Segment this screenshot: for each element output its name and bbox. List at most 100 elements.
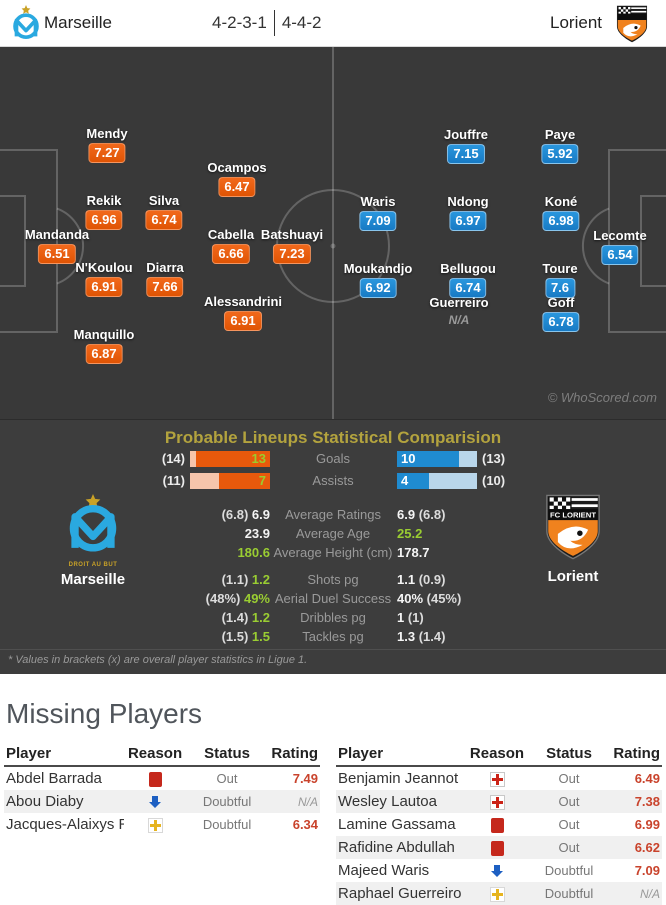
player-marker[interactable]: Jouffre 7.15	[444, 128, 488, 164]
stat-text-row: (1.5) 1.5 Tackles pg 1.3 (1.4)	[0, 629, 666, 648]
away-stat-value: 4	[401, 473, 409, 488]
player-marker[interactable]: Batshuayi 7.23	[261, 228, 323, 264]
player-marker[interactable]: Bellugou 6.74	[440, 262, 496, 298]
player-marker[interactable]: Moukandjo 6.92	[344, 262, 412, 298]
home-overall-value: (11)	[162, 473, 185, 488]
missing-players-title: Missing Players	[6, 698, 203, 729]
player-marker[interactable]: Ndong 6.97	[447, 195, 489, 231]
away-stat-value: 1	[397, 610, 405, 625]
away-stat-value: 1.1	[397, 572, 416, 587]
international-icon	[148, 793, 162, 810]
player-marker[interactable]: Goff 6.78	[542, 295, 580, 332]
player-marker[interactable]: Toure 7.6	[542, 261, 578, 298]
home-stat-value: 1.2	[251, 572, 270, 587]
player-rating-badge: 6.91	[224, 311, 262, 331]
stat-label: Dribbles pg	[300, 610, 366, 625]
player-name: Mandanda	[24, 227, 90, 242]
status-text: Doubtful	[202, 817, 252, 832]
missing-player-name[interactable]: Majeed Waris	[338, 862, 430, 879]
away-stat-bar-fill	[397, 473, 429, 489]
missing-player-name[interactable]: Rafidine Abdullah	[336, 836, 466, 859]
marseille-logo-icon	[9, 5, 43, 48]
marseille-crest: DROIT AU BUT Marseille	[45, 494, 141, 588]
player-name: Rekik	[86, 193, 122, 208]
missing-player-name[interactable]: Wesley Lautoa	[336, 790, 466, 813]
player-rating-badge: 6.54	[601, 245, 639, 265]
home-stat-text: (1.1) 1.2	[222, 572, 270, 588]
player-marker[interactable]: Silva 6.74	[145, 193, 183, 230]
match-header: Marseille 4-2-3-1 4-4-2 Lorient	[0, 0, 666, 47]
player-rating-badge: 7.27	[88, 143, 126, 163]
missing-player-name[interactable]: Raphael Guerreiro	[336, 882, 466, 905]
stat-text-row: 180.6 Average Height (cm) 178.7	[0, 545, 666, 564]
stat-text-row: (1.4) 1.2 Dribbles pg 1 (1)	[0, 610, 666, 629]
player-name: Goff	[547, 295, 575, 310]
missing-player-name[interactable]: Jacques-Alaixys Romao	[6, 816, 125, 833]
away-stat-value: 10	[401, 451, 416, 466]
away-stat-text: 6.9 (6.8)	[397, 507, 445, 523]
injury-icon	[489, 770, 505, 787]
lorient-label: Lorient	[547, 568, 599, 585]
missing-player-name[interactable]: Abdel Barrada	[6, 770, 102, 787]
away-stat-text: 1 (1)	[397, 610, 424, 626]
reason-cell	[124, 790, 187, 813]
home-stat-bar-fill	[218, 473, 270, 489]
player-marker[interactable]: Diarra 7.66	[146, 261, 184, 297]
missing-player-row: Rafidine Abdullah Out 6.62	[336, 836, 662, 859]
status-text: Out	[528, 836, 610, 859]
player-name: Guerreiro	[429, 295, 489, 310]
away-stat-text: 25.2	[397, 526, 422, 542]
missing-player-row: Abdel Barrada Out 7.49	[4, 766, 320, 790]
home-overall-value: (14)	[161, 451, 185, 466]
away-stat-value: 1.3	[397, 629, 416, 644]
player-name: Silva	[148, 193, 180, 208]
missing-player-row: Wesley Lautoa Out 7.38	[336, 790, 662, 813]
player-name: Toure	[542, 261, 578, 276]
pitch-markings	[0, 47, 666, 419]
status-text: Out	[528, 790, 610, 813]
player-rating-na: N/A	[448, 313, 470, 327]
player-marker[interactable]: N'Koulou 6.91	[75, 261, 133, 297]
away-team-name: Lorient	[550, 13, 602, 32]
player-marker[interactable]: Cabella 6.66	[208, 228, 254, 264]
missing-players-table-away: Player Reason Status Rating Benjamin Jeannot…	[336, 742, 662, 905]
player-marker[interactable]: Lecomte 6.54	[593, 229, 647, 265]
red-card-icon	[490, 839, 504, 856]
red-card-icon	[490, 816, 504, 833]
home-stat-value: 23.9	[244, 526, 270, 541]
missing-player-name[interactable]: Lamine Gassama	[338, 816, 456, 833]
player-name: Diarra	[146, 260, 184, 275]
missing-player-name[interactable]: Abou Diaby	[4, 790, 125, 813]
player-name: Jouffre	[443, 127, 489, 142]
knock-icon	[489, 885, 505, 902]
home-stat-value: 13	[251, 451, 266, 466]
home-stat-value: 6.9	[251, 507, 270, 522]
home-stat-text: 23.9	[245, 526, 270, 542]
player-marker[interactable]: Manquillo 6.87	[74, 328, 134, 364]
player-marker[interactable]: Guerreiro N/A	[429, 296, 488, 328]
missing-player-name[interactable]: Benjamin Jeannot	[338, 770, 459, 787]
player-marker[interactable]: Koné 6.98	[542, 194, 580, 231]
player-marker[interactable]: Ocampos 6.47	[207, 161, 267, 197]
reason-cell	[466, 766, 528, 790]
home-overall-value: (1.4)	[221, 610, 252, 625]
player-rating-badge: 5.92	[541, 144, 579, 164]
home-stat-bar-fill	[195, 451, 270, 467]
stat-text-row: (1.1) 1.2 Shots pg 1.1 (0.9)	[0, 572, 666, 591]
player-marker[interactable]: Mendy 7.27	[86, 127, 128, 163]
away-stat-text: 1.1 (0.9)	[397, 572, 445, 588]
player-marker[interactable]: Alessandrini 6.91	[204, 295, 282, 331]
svg-text:FC LORIENT: FC LORIENT	[550, 511, 596, 520]
away-stat-bar: 4	[397, 473, 477, 489]
stat-bar-row: (14) 13 Goals 10 (13)	[0, 451, 666, 470]
rating-value: 7.38	[610, 790, 662, 813]
player-marker[interactable]: Paye 5.92	[541, 128, 579, 164]
player-marker[interactable]: Rekik 6.96	[85, 193, 123, 230]
missing-player-row: Raphael Guerreiro Doubtful N/A	[336, 882, 662, 905]
player-marker[interactable]: Waris 7.09	[359, 195, 397, 231]
player-marker[interactable]: Mandanda 6.51	[25, 228, 89, 264]
player-name: Koné	[544, 194, 578, 209]
whoscored-watermark: © WhoScored.com	[547, 390, 657, 405]
stat-text-row: 23.9 Average Age 25.2	[0, 526, 666, 545]
away-stat-text: 1.3 (1.4)	[397, 629, 445, 645]
